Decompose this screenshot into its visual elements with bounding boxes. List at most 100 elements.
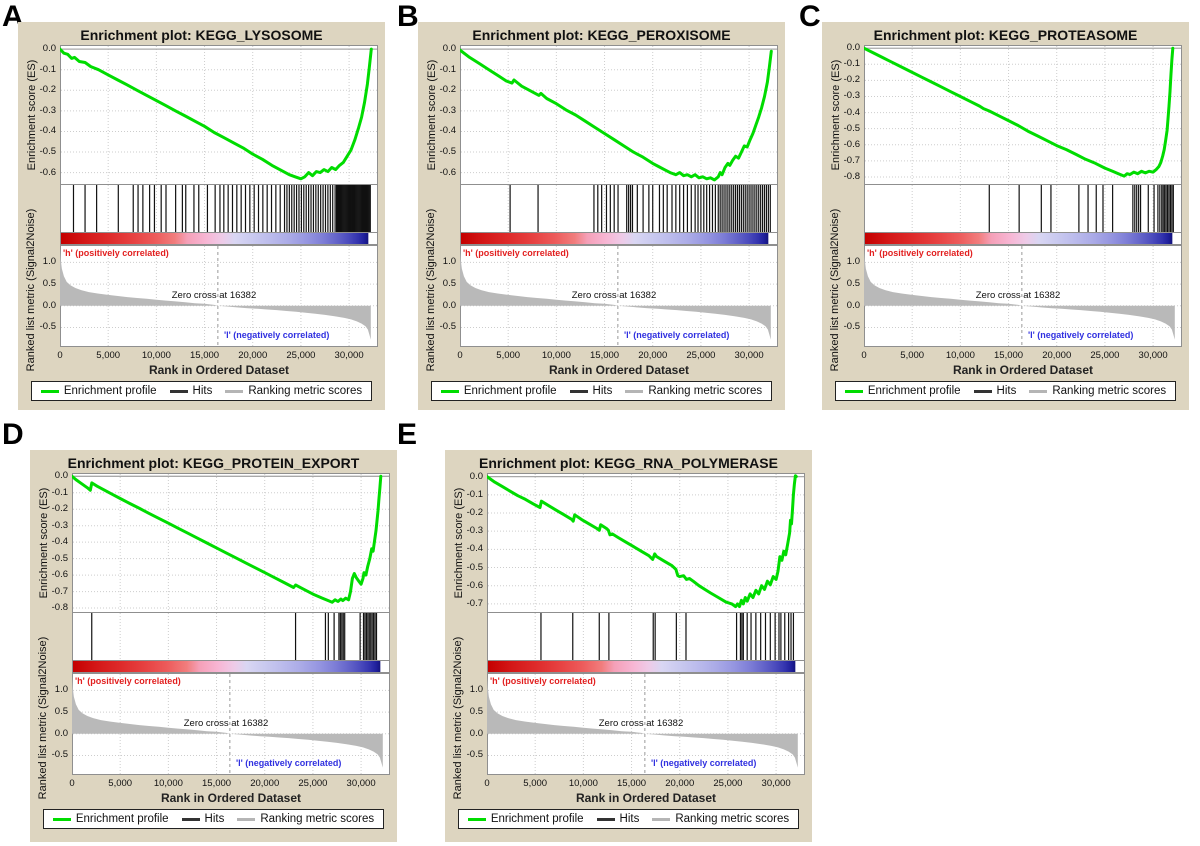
legend-item: Enrichment profile	[440, 385, 557, 397]
rank-colorbar	[487, 660, 805, 673]
x-tick: 10,000	[153, 778, 183, 789]
x-tick: 20,000	[250, 778, 280, 789]
es-y-tick: -0.2	[39, 84, 56, 96]
figure-label-e: E	[397, 418, 418, 451]
es-y-tick: 0.0	[42, 43, 56, 55]
x-tick: 30,000	[1138, 350, 1168, 361]
es-y-tick: -0.4	[39, 125, 56, 137]
ranked-y-tick: -0.5	[439, 321, 456, 333]
ranked-y-axis-label: Ranked list metric (Signal2Noise)	[425, 208, 437, 372]
negatively-correlated-label: 'l' (negatively correlated)	[651, 758, 757, 768]
es-y-tick: -0.4	[466, 543, 483, 555]
figure-label-b: B	[397, 0, 419, 33]
ranked-y-tick: -0.5	[843, 321, 860, 333]
es-y-tick: -0.3	[51, 519, 68, 531]
legend-box: Enrichment profile Hits Ranking metric sco…	[457, 809, 800, 829]
legend-label: Ranking metric scores	[1052, 385, 1167, 397]
ranked-y-tick: -0.5	[466, 749, 483, 761]
plot-title: Enrichment plot: KEGG_PEROXISOME	[472, 27, 731, 43]
rank-colorbar	[864, 232, 1182, 245]
legend-item: Ranking metric scores	[652, 813, 789, 825]
es-y-tick: -0.4	[843, 106, 860, 118]
ranked-y-tick: 1.0	[846, 256, 860, 268]
x-tick: 10,000	[568, 778, 598, 789]
x-axis-label: Rank in Ordered Dataset	[548, 363, 690, 377]
ranked-y-axis-label: Ranked list metric (Signal2Noise)	[25, 208, 37, 372]
plot-title: Enrichment plot: KEGG_PROTEASOME	[873, 27, 1138, 43]
x-tick: 15,000	[202, 778, 232, 789]
x-tick: 30,000	[346, 778, 376, 789]
x-tick: 0	[457, 350, 463, 361]
es-y-tick: -0.3	[843, 90, 860, 102]
zero-cross-label: Zero cross at 16382	[183, 718, 269, 729]
x-tick: 25,000	[298, 778, 328, 789]
es-y-tick: -0.3	[466, 525, 483, 537]
x-tick: 10,000	[945, 350, 975, 361]
gsea-panel-proteasome: Enrichment plot: KEGG_PROTEASOME Enrichm…	[822, 22, 1189, 410]
enrichment-score-chart	[864, 45, 1182, 185]
es-y-tick: -0.4	[51, 536, 68, 548]
x-tick: 25,000	[1090, 350, 1120, 361]
legend-label: Hits	[192, 385, 213, 397]
x-tick: 5,000	[523, 778, 548, 789]
x-tick: 0	[57, 350, 63, 361]
x-axis-label: Rank in Ordered Dataset	[952, 363, 1094, 377]
legend-line-swatch	[844, 389, 863, 393]
zero-cross-label: Zero cross at 16382	[571, 290, 657, 301]
enrichment-score-chart	[72, 473, 390, 613]
legend-line-swatch	[596, 817, 615, 821]
gsea-panel-protein-export: Enrichment plot: KEGG_PROTEIN_EXPORT Enr…	[30, 450, 397, 842]
legend-box: Enrichment profile Hits Ranking metric sco…	[42, 809, 385, 829]
ranked-metric-chart	[460, 245, 778, 347]
es-y-tick: -0.5	[39, 146, 56, 158]
x-axis-label: Rank in Ordered Dataset	[575, 791, 717, 805]
legend-item: Hits	[973, 385, 1016, 397]
chart-legend: Enrichment profile Hits Ranking metric sco…	[30, 809, 397, 829]
zero-cross-label: Zero cross at 16382	[171, 290, 257, 301]
es-y-tick: 0.0	[442, 43, 456, 55]
x-tick: 0	[69, 778, 75, 789]
es-y-tick: -0.2	[51, 503, 68, 515]
ranked-y-tick: -0.5	[51, 749, 68, 761]
rank-colorbar	[460, 232, 778, 245]
ranked-y-tick: 0.5	[846, 278, 860, 290]
legend-item: Enrichment profile	[52, 813, 169, 825]
legend-line-swatch	[569, 389, 588, 393]
hits-strip	[487, 612, 805, 661]
hits-strip	[72, 612, 390, 661]
zero-cross-label: Zero cross at 16382	[975, 290, 1061, 301]
legend-line-swatch	[625, 389, 644, 393]
legend-line-swatch	[237, 817, 256, 821]
es-y-tick: 0.0	[54, 470, 68, 482]
hits-strip	[460, 184, 778, 233]
es-y-tick: -0.2	[466, 507, 483, 518]
ranked-metric-chart	[72, 673, 390, 775]
es-y-tick: -0.1	[466, 488, 483, 500]
es-y-tick: -0.6	[51, 569, 68, 581]
plot-title: Enrichment plot: KEGG_LYSOSOME	[80, 27, 323, 43]
legend-item: Enrichment profile	[467, 813, 584, 825]
x-tick: 25,000	[686, 350, 716, 361]
x-tick: 0	[484, 778, 490, 789]
es-y-tick: -0.8	[843, 170, 860, 182]
legend-item: Ranking metric scores	[625, 385, 762, 397]
ranked-y-axis-label: Ranked list metric (Signal2Noise)	[37, 636, 49, 800]
x-tick: 15,000	[617, 778, 647, 789]
es-y-tick: -0.1	[51, 486, 68, 498]
es-y-tick: -0.3	[439, 104, 456, 116]
legend-label: Hits	[592, 385, 613, 397]
ranked-metric-chart	[60, 245, 378, 347]
positively-correlated-label: 'h' (positively correlated)	[63, 248, 169, 258]
legend-line-swatch	[1029, 389, 1048, 393]
hits-strip	[60, 184, 378, 233]
ranked-y-tick: 0.5	[442, 278, 456, 290]
legend-label: Ranking metric scores	[260, 813, 375, 825]
es-y-tick: -0.6	[39, 166, 56, 178]
enrichment-score-chart	[487, 473, 805, 613]
x-tick: 25,000	[713, 778, 743, 789]
chart-legend: Enrichment profile Hits Ranking metric sco…	[445, 809, 812, 829]
legend-line-swatch	[440, 389, 459, 393]
rank-colorbar	[72, 660, 390, 673]
x-tick: 30,000	[761, 778, 791, 789]
